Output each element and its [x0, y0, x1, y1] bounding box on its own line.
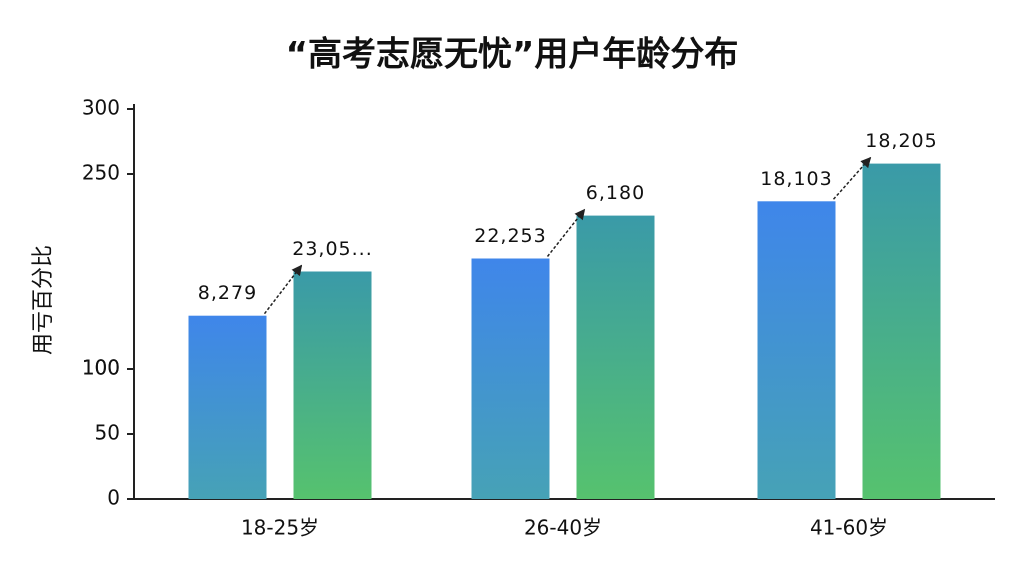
annotation-arrow [263, 264, 303, 315]
y-tick-label: 100 [82, 356, 120, 380]
annotation: 23,05... [292, 238, 373, 260]
y-tick-label: 50 [95, 421, 120, 445]
y-tick-label: 300 [82, 96, 120, 120]
y-axis-label: 用亏百分比 [31, 245, 56, 355]
chart-title: “高考志愿无忧”用户年龄分布 [286, 35, 739, 75]
annotation-arrow [832, 156, 872, 200]
annotation: 8,279 [198, 282, 257, 304]
annotation: 22,253 [474, 225, 546, 247]
x-tick-label: 26-40岁 [524, 516, 602, 540]
y-tick-label: 100 [82, 356, 120, 380]
bar [862, 163, 941, 499]
bar [293, 271, 372, 499]
y-tick-label: 0 [107, 486, 120, 510]
bar [576, 215, 655, 499]
x-tick-label: 18-25岁 [241, 516, 319, 540]
y-tick-label: 250 [82, 161, 120, 185]
bar [471, 258, 550, 499]
annotation: 18,205 [865, 130, 937, 152]
bar [757, 201, 836, 500]
x-tick-label: 41-60岁 [810, 516, 888, 540]
annotation: 18,103 [760, 168, 832, 190]
bar [188, 315, 267, 499]
annotation: 6,180 [586, 182, 645, 204]
